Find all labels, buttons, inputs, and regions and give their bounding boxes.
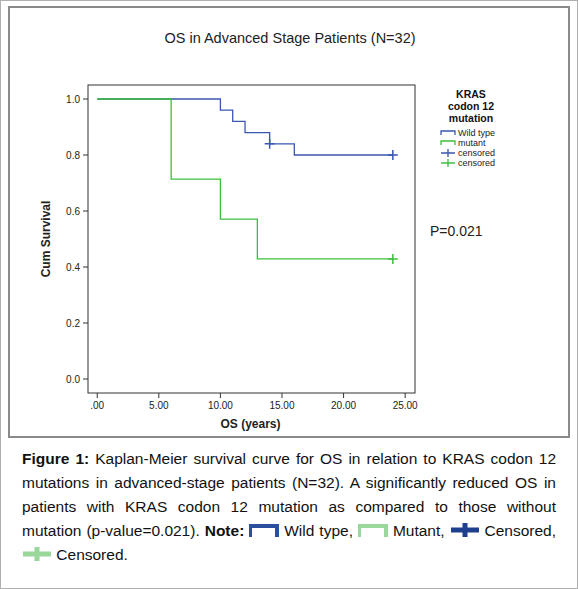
y-tick-label: 0.8 [66,150,80,161]
caption-icon-step [250,526,277,537]
legend-label: Wild type [458,128,495,138]
caption-item: Mutant, [393,522,445,539]
caption-icon [249,522,279,538]
x-tick [281,393,282,398]
x-tick-label: 15.00 [269,400,294,411]
legend-label: mutant [458,138,486,148]
caption-note-label: Note: [205,522,245,539]
caption-icon-plus [451,523,479,537]
legend-label: censored [458,148,495,158]
censored-marker [388,150,398,160]
y-tick [83,211,88,212]
marks [97,99,398,264]
legend-swatch [441,149,455,157]
y-tick-label: 0.4 [66,262,80,273]
y-tick-label: 0.6 [66,206,80,217]
y-tick [83,99,88,100]
x-tick [158,393,159,398]
caption-icon [358,522,388,538]
chart-title: OS in Advanced Stage Patients (N=32) [164,30,415,46]
x-tick-label: 20.00 [331,400,356,411]
x-tick [220,393,221,398]
survival-curve [97,99,393,155]
y-tick-label: 0.2 [66,318,80,329]
legend-title: KRAS codon 12 mutation [441,88,501,124]
y-tick [83,379,88,380]
x-tick [343,393,344,398]
legend-label: censored [458,158,495,168]
y-tick [83,267,88,268]
x-tick-label: 5.00 [149,400,169,411]
y-axis-label: Cum Survival [39,201,53,278]
y-tick-label: 0.0 [66,374,80,385]
caption-label: Figure 1: [22,450,89,467]
y-tick [83,155,88,156]
annotation: P=0.021 [430,223,483,239]
legend-swatch [441,131,455,135]
caption-item: Censored, [485,522,557,539]
caption: Figure 1: Kaplan-Meier survival curve fo… [22,447,556,567]
caption-icon [450,522,480,538]
censored-marker [265,139,275,149]
caption-item: Wild type, [284,522,353,539]
plot-frame [88,85,415,393]
survival-curve [97,99,393,259]
chart-svg: OS in Advanced Stage Patients (N=32) 0.0 0… [0,0,578,440]
caption-icon [22,546,52,562]
legend-swatch [441,159,455,167]
y-tick [83,323,88,324]
x-tick-label: .00 [90,400,104,411]
x-tick [405,393,406,398]
caption-item: Censored. [56,546,128,563]
y-tick-label: 1.0 [66,94,80,105]
x-tick-label: 10.00 [208,400,233,411]
x-tick-label: 25.00 [393,400,418,411]
x-axis-label: OS (years) [220,417,280,431]
x-tick [97,393,98,398]
censored-marker [388,254,398,264]
chart-box [8,6,570,438]
caption-icon-step [359,526,386,537]
caption-icon-plus [23,547,51,561]
legend-swatch [441,141,455,145]
